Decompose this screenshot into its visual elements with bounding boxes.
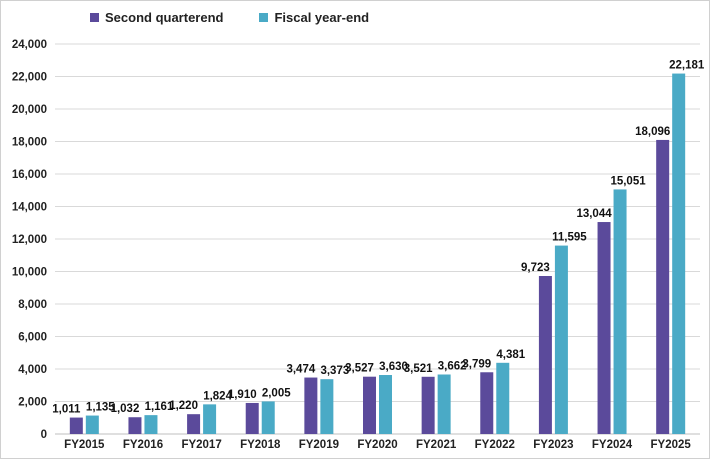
- bar-second-quarterend-fy2024: [597, 222, 611, 434]
- legend-label-fiscal-year-end: Fiscal year-end: [274, 10, 370, 25]
- data-label-second-quarterend-fy2025: 18,096: [635, 126, 670, 138]
- legend-swatch-second-quarterend: [90, 13, 99, 22]
- data-label-second-quarterend-fy2018: 1,910: [228, 389, 257, 401]
- bar-fiscal-year-end-fy2017: [203, 404, 217, 434]
- y-tick-label-4000: 4,000: [18, 364, 47, 376]
- x-tick-label-fy2017: FY2017: [181, 439, 221, 451]
- data-label-fiscal-year-end-fy2019: 3,373: [320, 365, 349, 377]
- bar-second-quarterend-fy2015: [69, 417, 83, 434]
- bar-second-quarterend-fy2023: [538, 276, 552, 434]
- data-label-fiscal-year-end-fy2021: 3,662: [438, 360, 467, 372]
- data-label-second-quarterend-fy2015: 1,011: [52, 404, 81, 416]
- bar-fiscal-year-end-fy2021: [437, 374, 451, 434]
- data-label-fiscal-year-end-fy2016: 1,161: [145, 401, 174, 413]
- y-tick-label-6000: 6,000: [18, 332, 47, 344]
- bar-fiscal-year-end-fy2023: [554, 245, 568, 434]
- y-tick-label-8000: 8,000: [18, 299, 47, 311]
- bar-second-quarterend-fy2020: [363, 376, 376, 434]
- x-tick-label-fy2020: FY2020: [357, 439, 397, 451]
- data-label-fiscal-year-end-fy2022: 4,381: [496, 349, 525, 361]
- y-tick-label-24000: 24,000: [12, 39, 47, 51]
- data-label-second-quarterend-fy2020: 3,527: [345, 363, 374, 375]
- bar-second-quarterend-fy2019: [304, 377, 318, 434]
- bar-second-quarterend-fy2017: [187, 414, 201, 434]
- legend-item-second-quarterend: Second quarterend: [90, 10, 223, 25]
- y-tick-label-14000: 14,000: [12, 202, 47, 214]
- x-tick-label-fy2025: FY2025: [651, 439, 692, 451]
- bar-second-quarterend-fy2018: [245, 402, 259, 434]
- bar-fiscal-year-end-fy2022: [496, 362, 510, 434]
- bar-fiscal-year-end-fy2018: [261, 401, 275, 434]
- data-label-second-quarterend-fy2019: 3,474: [286, 364, 315, 376]
- bar-fiscal-year-end-fy2016: [144, 415, 158, 434]
- y-tick-label-0: 0: [41, 429, 47, 441]
- data-label-second-quarterend-fy2022: 3,799: [462, 358, 491, 370]
- y-tick-label-10000: 10,000: [12, 267, 47, 279]
- data-label-fiscal-year-end-fy2015: 1,135: [86, 402, 115, 414]
- x-tick-label-fy2024: FY2024: [592, 439, 633, 451]
- data-label-fiscal-year-end-fy2025: 22,181: [669, 60, 705, 72]
- x-tick-label-fy2016: FY2016: [123, 439, 163, 451]
- bar-fiscal-year-end-fy2020: [379, 375, 392, 434]
- x-tick-label-fy2015: FY2015: [64, 439, 105, 451]
- bar-fiscal-year-end-fy2015: [85, 415, 99, 434]
- legend-swatch-fiscal-year-end: [259, 13, 269, 22]
- data-label-fiscal-year-end-fy2017: 1,824: [203, 390, 232, 402]
- bar-fiscal-year-end-fy2024: [613, 189, 627, 434]
- data-label-second-quarterend-fy2017: 1,220: [169, 400, 198, 412]
- y-tick-label-18000: 18,000: [12, 137, 47, 149]
- x-tick-label-fy2018: FY2018: [240, 439, 281, 451]
- data-label-second-quarterend-fy2023: 9,723: [521, 262, 550, 274]
- bar-second-quarterend-fy2022: [480, 372, 494, 434]
- data-label-second-quarterend-fy2016: 1,032: [111, 403, 140, 415]
- y-tick-label-22000: 22,000: [12, 72, 47, 84]
- bar-second-quarterend-fy2016: [128, 417, 142, 434]
- data-label-fiscal-year-end-fy2020: 3,630: [379, 361, 408, 373]
- legend-label-second-quarterend: Second quarterend: [105, 10, 224, 25]
- data-label-second-quarterend-fy2021: 3,521: [404, 363, 433, 375]
- chart-legend: Second quarterend Fiscal year-end: [90, 10, 369, 25]
- x-tick-label-fy2019: FY2019: [299, 439, 339, 451]
- bar-second-quarterend-fy2021: [421, 376, 435, 434]
- bar-second-quarterend-fy2025: [656, 139, 670, 434]
- bar-fiscal-year-end-fy2025: [672, 73, 686, 434]
- y-tick-label-2000: 2,000: [18, 397, 47, 409]
- y-tick-label-12000: 12,000: [12, 234, 47, 246]
- x-tick-label-fy2023: FY2023: [533, 439, 573, 451]
- x-tick-label-fy2022: FY2022: [475, 439, 515, 451]
- data-label-fiscal-year-end-fy2023: 11,595: [552, 232, 587, 244]
- x-tick-label-fy2021: FY2021: [416, 439, 457, 451]
- data-label-fiscal-year-end-fy2018: 2,005: [262, 387, 291, 399]
- bar-fiscal-year-end-fy2019: [320, 379, 334, 434]
- y-tick-label-20000: 20,000: [12, 104, 47, 116]
- y-tick-label-16000: 16,000: [12, 169, 47, 181]
- data-label-fiscal-year-end-fy2024: 15,051: [610, 175, 646, 187]
- legend-item-fiscal-year-end: Fiscal year-end: [259, 10, 369, 25]
- data-label-second-quarterend-fy2024: 13,044: [576, 208, 612, 220]
